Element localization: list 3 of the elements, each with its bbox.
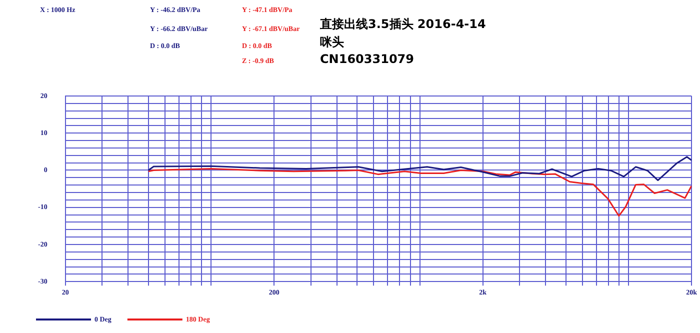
chart-subtitle: 咪头 xyxy=(320,34,344,51)
text: CN160331079 xyxy=(320,52,414,66)
chart-title: 直接出线3.5插头 2016-4-14 xyxy=(320,16,486,33)
